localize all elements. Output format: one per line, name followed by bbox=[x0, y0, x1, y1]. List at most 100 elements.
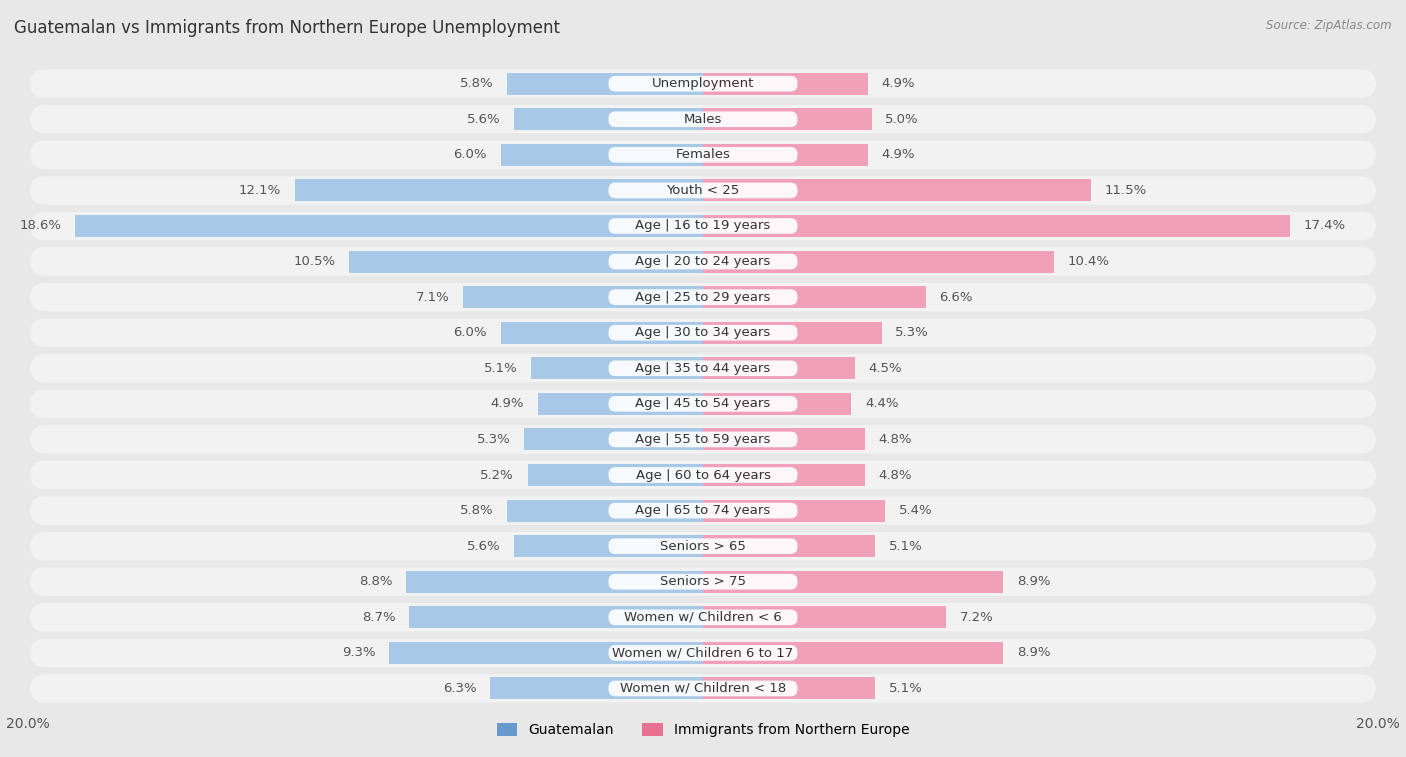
FancyBboxPatch shape bbox=[30, 176, 1376, 204]
Text: 17.4%: 17.4% bbox=[1303, 220, 1346, 232]
FancyBboxPatch shape bbox=[501, 322, 703, 344]
FancyBboxPatch shape bbox=[609, 467, 797, 483]
Text: Age | 60 to 64 years: Age | 60 to 64 years bbox=[636, 469, 770, 481]
FancyBboxPatch shape bbox=[609, 111, 797, 127]
FancyBboxPatch shape bbox=[30, 141, 1376, 169]
FancyBboxPatch shape bbox=[703, 642, 1004, 664]
Text: 10.5%: 10.5% bbox=[292, 255, 335, 268]
Text: 8.9%: 8.9% bbox=[1017, 646, 1050, 659]
Legend: Guatemalan, Immigrants from Northern Europe: Guatemalan, Immigrants from Northern Eur… bbox=[496, 723, 910, 737]
FancyBboxPatch shape bbox=[703, 215, 1291, 237]
FancyBboxPatch shape bbox=[30, 533, 1376, 559]
Text: Females: Females bbox=[675, 148, 731, 161]
FancyBboxPatch shape bbox=[609, 254, 797, 269]
FancyBboxPatch shape bbox=[703, 108, 872, 130]
FancyBboxPatch shape bbox=[609, 609, 797, 625]
FancyBboxPatch shape bbox=[30, 390, 1376, 418]
Text: Guatemalan vs Immigrants from Northern Europe Unemployment: Guatemalan vs Immigrants from Northern E… bbox=[14, 19, 560, 37]
Text: 4.5%: 4.5% bbox=[869, 362, 903, 375]
FancyBboxPatch shape bbox=[406, 571, 703, 593]
Text: 4.9%: 4.9% bbox=[882, 148, 915, 161]
FancyBboxPatch shape bbox=[703, 251, 1054, 273]
Text: 5.8%: 5.8% bbox=[460, 77, 494, 90]
Text: 5.3%: 5.3% bbox=[477, 433, 510, 446]
FancyBboxPatch shape bbox=[30, 284, 1376, 310]
FancyBboxPatch shape bbox=[508, 73, 703, 95]
Text: Women w/ Children < 18: Women w/ Children < 18 bbox=[620, 682, 786, 695]
FancyBboxPatch shape bbox=[30, 283, 1376, 311]
FancyBboxPatch shape bbox=[30, 70, 1376, 98]
FancyBboxPatch shape bbox=[703, 535, 875, 557]
FancyBboxPatch shape bbox=[349, 251, 703, 273]
Text: 5.3%: 5.3% bbox=[896, 326, 929, 339]
FancyBboxPatch shape bbox=[30, 603, 1376, 631]
Text: 5.8%: 5.8% bbox=[460, 504, 494, 517]
FancyBboxPatch shape bbox=[30, 639, 1376, 667]
Text: 18.6%: 18.6% bbox=[20, 220, 62, 232]
Text: Males: Males bbox=[683, 113, 723, 126]
FancyBboxPatch shape bbox=[30, 462, 1376, 488]
FancyBboxPatch shape bbox=[30, 319, 1376, 346]
FancyBboxPatch shape bbox=[76, 215, 703, 237]
FancyBboxPatch shape bbox=[508, 500, 703, 522]
FancyBboxPatch shape bbox=[609, 147, 797, 163]
Text: Unemployment: Unemployment bbox=[652, 77, 754, 90]
FancyBboxPatch shape bbox=[30, 675, 1376, 702]
FancyBboxPatch shape bbox=[30, 213, 1376, 239]
Text: 5.1%: 5.1% bbox=[889, 540, 922, 553]
FancyBboxPatch shape bbox=[609, 325, 797, 341]
Text: Age | 35 to 44 years: Age | 35 to 44 years bbox=[636, 362, 770, 375]
FancyBboxPatch shape bbox=[703, 322, 882, 344]
FancyBboxPatch shape bbox=[30, 212, 1376, 240]
FancyBboxPatch shape bbox=[703, 571, 1004, 593]
Text: 4.8%: 4.8% bbox=[879, 469, 912, 481]
FancyBboxPatch shape bbox=[30, 497, 1376, 525]
Text: 10.4%: 10.4% bbox=[1067, 255, 1109, 268]
Text: Age | 16 to 19 years: Age | 16 to 19 years bbox=[636, 220, 770, 232]
Text: Youth < 25: Youth < 25 bbox=[666, 184, 740, 197]
FancyBboxPatch shape bbox=[30, 248, 1376, 275]
Text: 8.9%: 8.9% bbox=[1017, 575, 1050, 588]
Text: 12.1%: 12.1% bbox=[239, 184, 281, 197]
Text: 9.3%: 9.3% bbox=[342, 646, 375, 659]
FancyBboxPatch shape bbox=[464, 286, 703, 308]
FancyBboxPatch shape bbox=[30, 497, 1376, 524]
Text: 5.6%: 5.6% bbox=[467, 540, 501, 553]
Text: 6.0%: 6.0% bbox=[454, 326, 486, 339]
FancyBboxPatch shape bbox=[527, 464, 703, 486]
FancyBboxPatch shape bbox=[515, 535, 703, 557]
FancyBboxPatch shape bbox=[30, 248, 1376, 276]
FancyBboxPatch shape bbox=[491, 678, 703, 699]
Text: Age | 25 to 29 years: Age | 25 to 29 years bbox=[636, 291, 770, 304]
Text: 11.5%: 11.5% bbox=[1105, 184, 1147, 197]
FancyBboxPatch shape bbox=[703, 428, 865, 450]
FancyBboxPatch shape bbox=[609, 431, 797, 447]
Text: 8.7%: 8.7% bbox=[363, 611, 396, 624]
FancyBboxPatch shape bbox=[389, 642, 703, 664]
FancyBboxPatch shape bbox=[609, 218, 797, 234]
FancyBboxPatch shape bbox=[531, 357, 703, 379]
Text: 8.8%: 8.8% bbox=[359, 575, 392, 588]
FancyBboxPatch shape bbox=[609, 396, 797, 412]
FancyBboxPatch shape bbox=[537, 393, 703, 415]
Text: Age | 30 to 34 years: Age | 30 to 34 years bbox=[636, 326, 770, 339]
FancyBboxPatch shape bbox=[30, 532, 1376, 560]
FancyBboxPatch shape bbox=[703, 464, 865, 486]
FancyBboxPatch shape bbox=[703, 678, 875, 699]
FancyBboxPatch shape bbox=[30, 355, 1376, 382]
FancyBboxPatch shape bbox=[30, 142, 1376, 168]
FancyBboxPatch shape bbox=[409, 606, 703, 628]
Text: Age | 55 to 59 years: Age | 55 to 59 years bbox=[636, 433, 770, 446]
FancyBboxPatch shape bbox=[30, 354, 1376, 382]
FancyBboxPatch shape bbox=[30, 319, 1376, 347]
Text: Seniors > 75: Seniors > 75 bbox=[659, 575, 747, 588]
FancyBboxPatch shape bbox=[609, 289, 797, 305]
FancyBboxPatch shape bbox=[524, 428, 703, 450]
FancyBboxPatch shape bbox=[609, 645, 797, 661]
FancyBboxPatch shape bbox=[609, 503, 797, 519]
FancyBboxPatch shape bbox=[30, 391, 1376, 417]
Text: Age | 20 to 24 years: Age | 20 to 24 years bbox=[636, 255, 770, 268]
Text: 4.9%: 4.9% bbox=[882, 77, 915, 90]
Text: 5.1%: 5.1% bbox=[889, 682, 922, 695]
FancyBboxPatch shape bbox=[703, 286, 925, 308]
